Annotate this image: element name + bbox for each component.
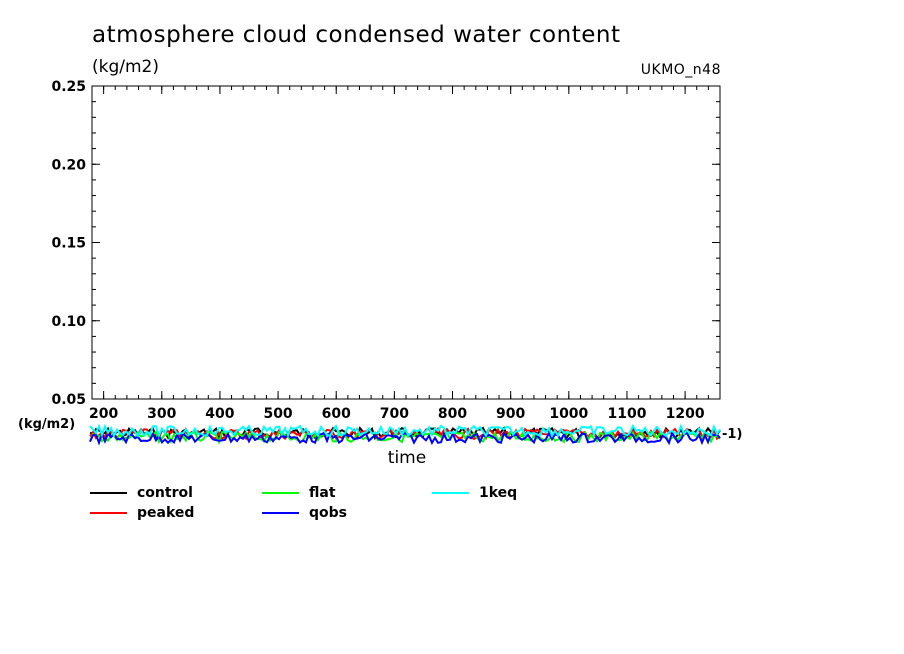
y-tick-label: 0.20 (51, 157, 86, 173)
x-tick-label: 1100 (607, 406, 646, 422)
x-tick-label: 800 (438, 406, 467, 422)
y-tick-label: 0.10 (51, 314, 86, 330)
x-tick-label: 1000 (549, 406, 588, 422)
legend-item-control: control (90, 485, 193, 501)
legend: control peaked flat qobs 1keq (90, 485, 570, 535)
x-tick-label: 700 (380, 406, 409, 422)
y-tick-label: 0.15 (51, 236, 86, 252)
x-axis-label: time (388, 448, 426, 468)
x-tick-label: 500 (263, 406, 292, 422)
legend-item-flat: flat (262, 485, 336, 501)
legend-swatch (90, 512, 127, 514)
x-tick-label: 900 (496, 406, 525, 422)
legend-swatch (262, 512, 299, 514)
y-tick-label: 0.05 (51, 392, 86, 408)
x-tick-label: 1200 (666, 406, 705, 422)
legend-label: 1keq (479, 485, 518, 501)
overflow-right-label: -1) (722, 427, 742, 442)
legend-swatch (262, 492, 299, 494)
series-line-1keq (89, 423, 721, 439)
legend-swatch (432, 492, 469, 494)
legend-label: qobs (309, 505, 347, 521)
model-label: UKMO_n48 (640, 62, 721, 78)
x-tick-label: 200 (89, 406, 118, 422)
legend-label: flat (309, 485, 336, 501)
plot-frame (91, 85, 721, 400)
x-tick-label: 300 (147, 406, 176, 422)
legend-label: peaked (137, 505, 195, 521)
legend-item-qobs: qobs (262, 505, 347, 521)
legend-item-peaked: peaked (90, 505, 194, 521)
y-units-label: (kg/m2) (92, 57, 160, 77)
series-line-qobs (89, 430, 721, 446)
overflow-units-label: (kg/m2) (18, 417, 75, 432)
x-tick-label: 600 (322, 406, 351, 422)
legend-label: control (137, 485, 193, 501)
legend-swatch (90, 492, 127, 494)
y-tick-label: 0.25 (51, 79, 86, 95)
legend-item-1keq: 1keq (432, 485, 517, 501)
chart-title: atmosphere cloud condensed water content (92, 22, 621, 48)
x-tick-label: 400 (205, 406, 234, 422)
